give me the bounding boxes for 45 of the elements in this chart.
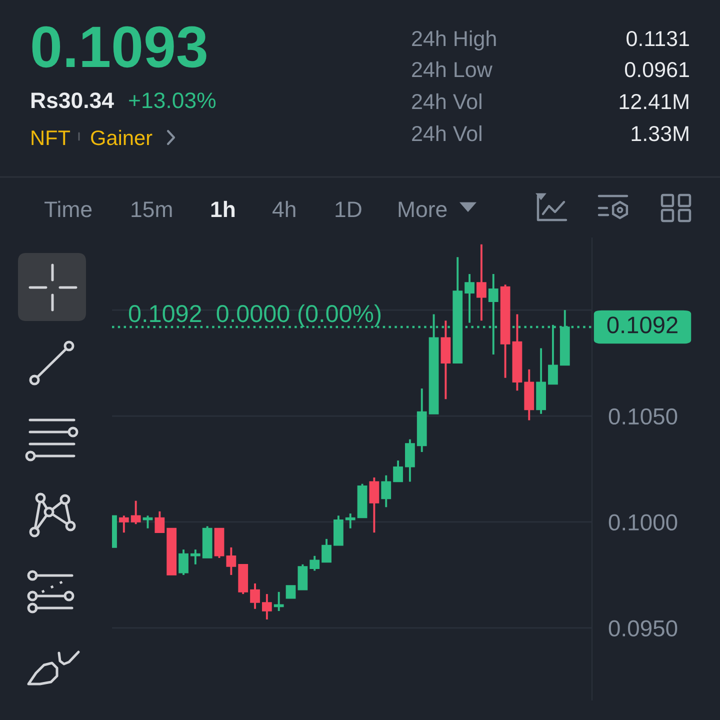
text: More (398, 202, 447, 218)
text: Time (44, 200, 92, 218)
candlestick (476, 243, 486, 322)
text: 4h (272, 200, 296, 217)
candlestick (118, 514, 129, 534)
candlestick (310, 554, 320, 572)
candlestick (298, 563, 308, 591)
candlestick (190, 548, 200, 566)
candlestick (178, 548, 188, 576)
annotation: 0.1092 0.0000 (0.00%) (128, 304, 381, 328)
candlestick (286, 585, 296, 599)
candlestick (154, 510, 165, 534)
candlestick (130, 500, 141, 526)
ref-line-label: 0.1092 (607, 316, 678, 334)
candlestick (226, 546, 236, 576)
candlestick (274, 590, 284, 612)
y-tick-label: 0.1050 (608, 408, 678, 425)
text: 24h High (412, 30, 496, 50)
text: 0.1093 (32, 26, 206, 68)
text: Rs30.34 (31, 92, 114, 108)
text: 0.1131 (626, 30, 689, 46)
candlestick (262, 593, 272, 620)
candlestick (250, 582, 260, 610)
text: 24h Vol (412, 125, 482, 142)
y-tick-label: 0.0950 (608, 620, 678, 636)
candlestick (322, 538, 332, 564)
text: 24h Vol (412, 93, 482, 110)
text: 1D (336, 202, 362, 217)
text: 0.0961 (625, 62, 689, 78)
y-tick-label: 0.1000 (608, 514, 678, 531)
text: Gainer (91, 130, 152, 146)
candlestick (405, 438, 415, 483)
text: 24h Low (412, 61, 492, 78)
text: 1.33M (632, 126, 688, 142)
text: +13.03% (129, 92, 216, 108)
text: 1h (211, 200, 235, 217)
text: NFT (32, 130, 70, 145)
candlestick (393, 460, 403, 483)
candlestick (369, 476, 380, 534)
text: 12.41M (620, 94, 688, 109)
candlestick (345, 512, 356, 530)
text: 15m (132, 202, 172, 218)
candlestick (464, 273, 474, 324)
candlestick (381, 474, 392, 508)
candlestick (142, 514, 153, 530)
